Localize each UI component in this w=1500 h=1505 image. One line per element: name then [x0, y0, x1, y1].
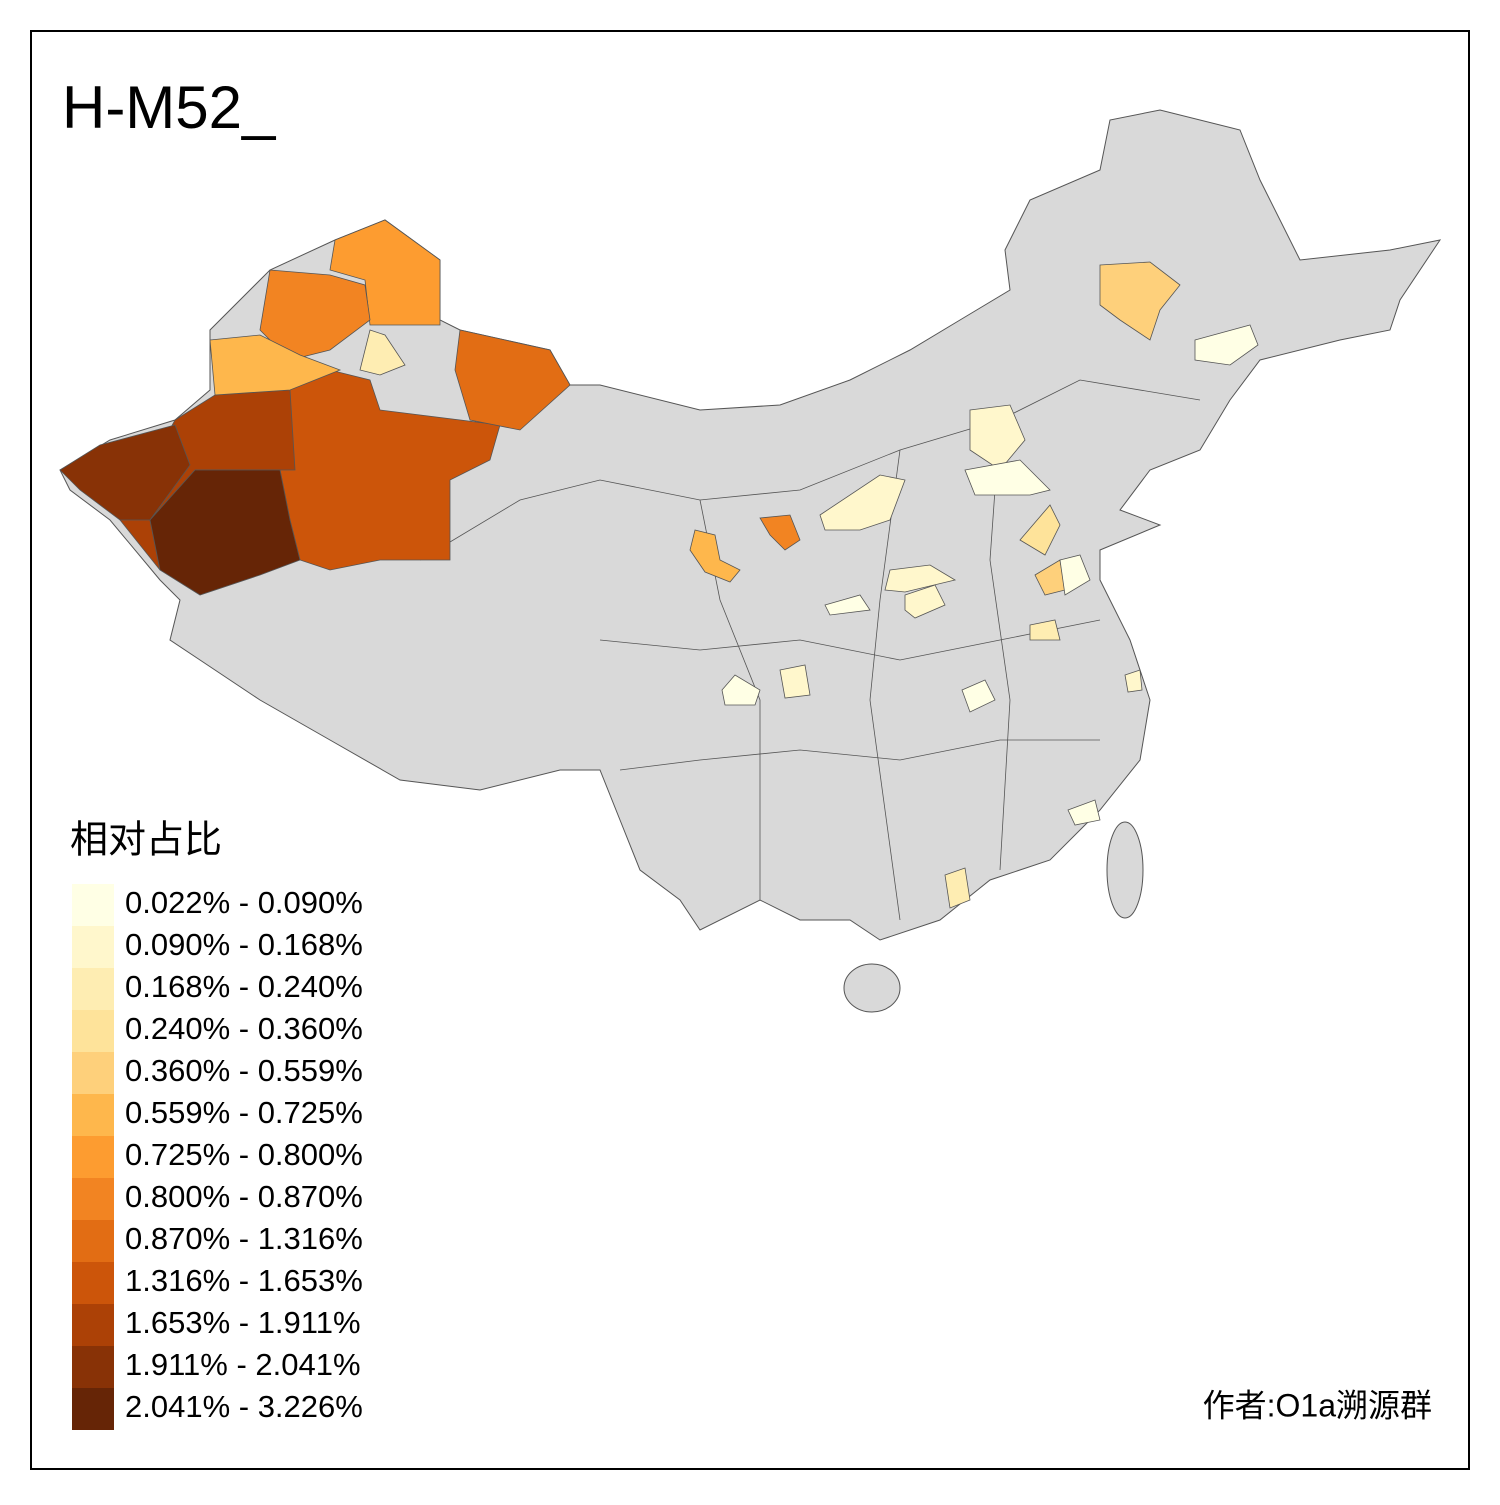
island: [1106, 821, 1144, 919]
legend-label: 1.316% - 1.653%: [125, 1263, 363, 1298]
legend: 0.022% - 0.090% 0.090% - 0.168% 0.168% - 0…: [72, 884, 363, 1430]
legend-swatch: [72, 1388, 114, 1430]
region: [969, 404, 1026, 471]
legend-swatch: [72, 884, 114, 926]
legend-label: 0.800% - 0.870%: [125, 1179, 363, 1214]
region: [689, 529, 741, 583]
region: [1059, 554, 1091, 596]
region: [1099, 261, 1181, 341]
region: [944, 867, 971, 909]
author-credit: 作者:O1a溯源群: [1203, 1387, 1432, 1423]
region: [209, 334, 342, 396]
legend-label: 0.870% - 1.316%: [125, 1221, 363, 1256]
island: [843, 963, 901, 1013]
regions: [59, 219, 1259, 909]
border-line: [619, 739, 1100, 771]
region: [1194, 324, 1259, 366]
region: [329, 219, 441, 326]
region: [1124, 669, 1143, 693]
legend-swatch: [72, 1304, 114, 1346]
legend-label: 0.559% - 0.725%: [125, 1095, 363, 1130]
border-line: [869, 449, 901, 921]
region: [454, 329, 571, 431]
legend-swatch: [72, 1136, 114, 1178]
border-line: [599, 619, 1101, 661]
legend-swatch: [72, 1262, 114, 1304]
region: [779, 664, 811, 699]
region: [961, 679, 996, 713]
legend-label: 0.725% - 0.800%: [125, 1137, 363, 1172]
region: [359, 329, 406, 376]
legend-label: 0.022% - 0.090%: [125, 885, 363, 920]
region: [721, 674, 761, 706]
legend-swatch: [72, 1346, 114, 1388]
region: [259, 269, 371, 361]
region: [819, 474, 906, 531]
region: [884, 564, 957, 593]
legend-label: 0.240% - 0.360%: [125, 1011, 363, 1046]
region: [1067, 799, 1101, 826]
legend-title: 相对占比: [70, 818, 222, 862]
region: [1019, 504, 1061, 556]
legend-label: 0.168% - 0.240%: [125, 969, 363, 1004]
legend-label: 1.653% - 1.911%: [125, 1305, 361, 1340]
legend-swatch: [72, 1052, 114, 1094]
region: [904, 584, 946, 619]
legend-swatch: [72, 1178, 114, 1220]
region: [59, 424, 191, 521]
region: [824, 594, 871, 616]
legend-swatch: [72, 1220, 114, 1262]
legend-label: 2.041% - 3.226%: [125, 1389, 363, 1424]
region: [964, 459, 1051, 496]
legend-label: 0.360% - 0.559%: [125, 1053, 363, 1088]
legend-label: 0.090% - 0.168%: [125, 927, 363, 962]
legend-label: 1.911% - 2.041%: [125, 1347, 361, 1382]
legend-swatch: [72, 926, 114, 968]
legend-swatch: [72, 1010, 114, 1052]
region: [759, 514, 801, 551]
legend-swatch: [72, 1094, 114, 1136]
region: [149, 469, 301, 596]
map-title: H-M52_: [62, 74, 277, 141]
legend-swatch: [72, 968, 114, 1010]
border-line: [419, 379, 1201, 561]
region: [1029, 619, 1061, 641]
